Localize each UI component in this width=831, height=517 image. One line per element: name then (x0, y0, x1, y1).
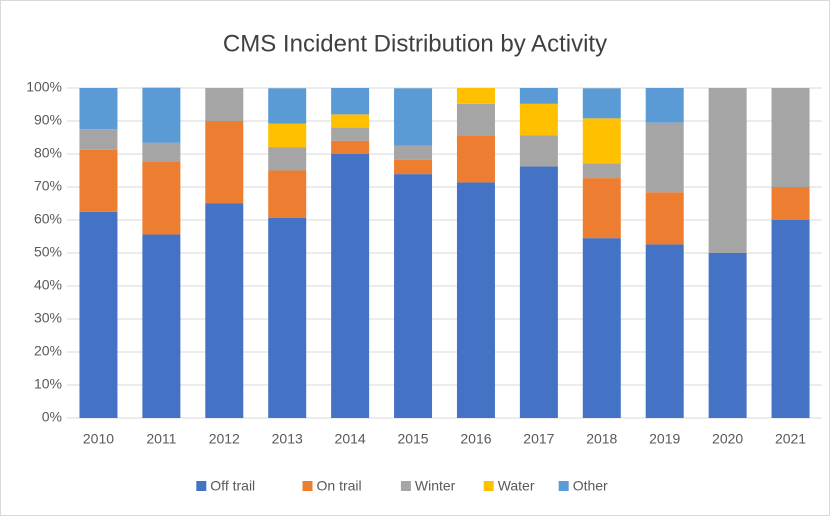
bar-segment (519, 135, 558, 167)
y-tick-label: 0% (42, 409, 62, 425)
y-tick-label: 10% (34, 376, 62, 392)
bar-segment (582, 163, 621, 179)
bar-segment (142, 161, 181, 235)
y-tick-label: 60% (34, 211, 62, 227)
bar-segment (205, 88, 244, 121)
bar-segment (331, 140, 370, 154)
legend-swatch (302, 481, 313, 491)
chart-title: CMS Incident Distribution by Activity (223, 30, 607, 57)
x-tick-label: 2018 (586, 431, 617, 447)
bar-segment (456, 182, 495, 418)
bar-segment (645, 244, 684, 418)
y-tick-label: 100% (26, 79, 62, 95)
bar-segment (142, 142, 181, 162)
bar-segment (205, 203, 244, 418)
x-tick-label: 2011 (146, 431, 176, 447)
bar-segment (268, 123, 307, 148)
bar-segment (394, 174, 433, 418)
bar-segment (79, 149, 118, 212)
x-tick-label: 2019 (649, 431, 680, 447)
y-tick-label: 70% (34, 178, 62, 194)
bar-segment (205, 121, 244, 204)
x-tick-label: 2017 (523, 431, 554, 447)
bar-segment (519, 88, 558, 104)
bar-segment (771, 220, 810, 418)
bar-segment (456, 88, 495, 104)
legend-swatch (196, 481, 207, 491)
bar-segment (331, 114, 370, 128)
bar-segment (771, 187, 810, 220)
x-tick-label: 2015 (397, 431, 428, 447)
bar-segment (582, 238, 621, 418)
y-tick-label: 40% (34, 277, 62, 293)
bar-segment (582, 118, 621, 164)
bar-segment (331, 127, 370, 141)
legend-label: On trail (317, 478, 362, 494)
x-tick-label: 2021 (775, 431, 806, 447)
y-tick-label: 90% (34, 112, 62, 128)
bar-segment (142, 87, 181, 143)
bar-segment (645, 88, 684, 123)
x-tick-label: 2016 (460, 431, 491, 447)
bar-segment (456, 135, 495, 183)
legend-swatch (483, 481, 494, 491)
bar-segment (268, 147, 307, 171)
bar-segment (771, 88, 810, 187)
bar-segment (582, 178, 621, 239)
bar-segment (394, 159, 433, 175)
bar-segment (708, 88, 747, 253)
legend-swatch (558, 481, 569, 491)
bar-segment (79, 211, 118, 418)
bar-segment (394, 145, 433, 160)
bar-segment (268, 88, 307, 124)
bar-segment (79, 88, 118, 130)
bar-segment (582, 88, 621, 119)
x-tick-label: 2012 (209, 431, 240, 447)
bar-segment (519, 166, 558, 418)
y-tick-label: 20% (34, 343, 62, 359)
y-tick-label: 50% (34, 244, 62, 260)
bar-segment (331, 88, 370, 115)
bar-segment (268, 170, 307, 218)
y-tick-label: 30% (34, 310, 62, 326)
x-tick-label: 2013 (272, 431, 303, 447)
bar-segment (645, 122, 684, 193)
legend-label: Other (573, 478, 608, 494)
bar-segment (708, 253, 747, 418)
x-tick-label: 2014 (335, 431, 366, 447)
bar-segment (394, 88, 433, 146)
bar-segment (268, 217, 307, 418)
legend-label: Water (498, 478, 535, 494)
legend-label: Winter (415, 478, 456, 494)
bar-segment (645, 192, 684, 245)
bar-segment (456, 103, 495, 136)
bar-segment (142, 234, 181, 418)
x-tick-label: 2020 (712, 431, 743, 447)
bar-segment (79, 129, 118, 150)
bar-segment (519, 103, 558, 136)
legend-label: Off trail (210, 478, 255, 494)
y-tick-label: 80% (34, 145, 62, 161)
x-tick-label: 2010 (83, 431, 114, 447)
bar-segment (331, 154, 370, 418)
legend-swatch (400, 481, 411, 491)
